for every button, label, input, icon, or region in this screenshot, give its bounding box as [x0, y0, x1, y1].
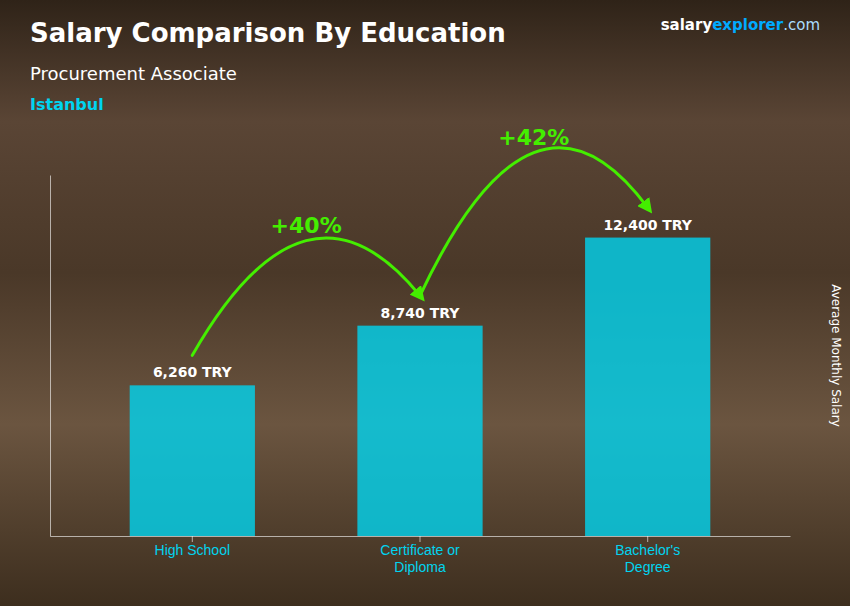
x-tick-label: High School	[155, 542, 231, 558]
x-tick: Certificate orDiploma	[380, 536, 460, 575]
bar	[357, 326, 482, 536]
website-part: salary	[661, 16, 713, 34]
bar	[585, 238, 710, 536]
change-arrow	[420, 148, 648, 296]
x-axis: High School Certificate orDiploma Bachelor…	[51, 536, 791, 575]
change-label: +40%	[271, 213, 342, 238]
x-tick-label: Certificate orDiploma	[380, 542, 460, 575]
value-label: 8,740 TRY	[381, 305, 461, 321]
change-label: +42%	[498, 125, 569, 150]
y-axis-title: Average Monthly Salary	[829, 284, 843, 427]
city: Istanbul	[30, 95, 104, 114]
y-axis-line	[50, 176, 51, 537]
value-label: 12,400 TRY	[603, 217, 692, 233]
chart: Salary Comparison By Education Procuremen…	[0, 0, 850, 606]
title: Salary Comparison By Education	[30, 18, 506, 48]
y-axis	[50, 176, 51, 537]
website-part: explorer	[712, 16, 784, 34]
x-tick: High School	[155, 536, 231, 558]
website: salaryexplorer.com	[661, 16, 820, 34]
x-tick: Bachelor'sDegree	[615, 536, 680, 575]
plot: High School Certificate orDiploma Bachelor…	[51, 125, 791, 575]
subtitle: Procurement Associate	[30, 63, 237, 84]
bar	[130, 385, 255, 536]
background	[0, 0, 850, 606]
change-arrow	[192, 238, 420, 355]
x-tick-label: Bachelor'sDegree	[615, 542, 680, 575]
value-label: 6,260 TRY	[153, 364, 233, 380]
bars	[130, 238, 711, 536]
website-part: .com	[783, 16, 820, 34]
